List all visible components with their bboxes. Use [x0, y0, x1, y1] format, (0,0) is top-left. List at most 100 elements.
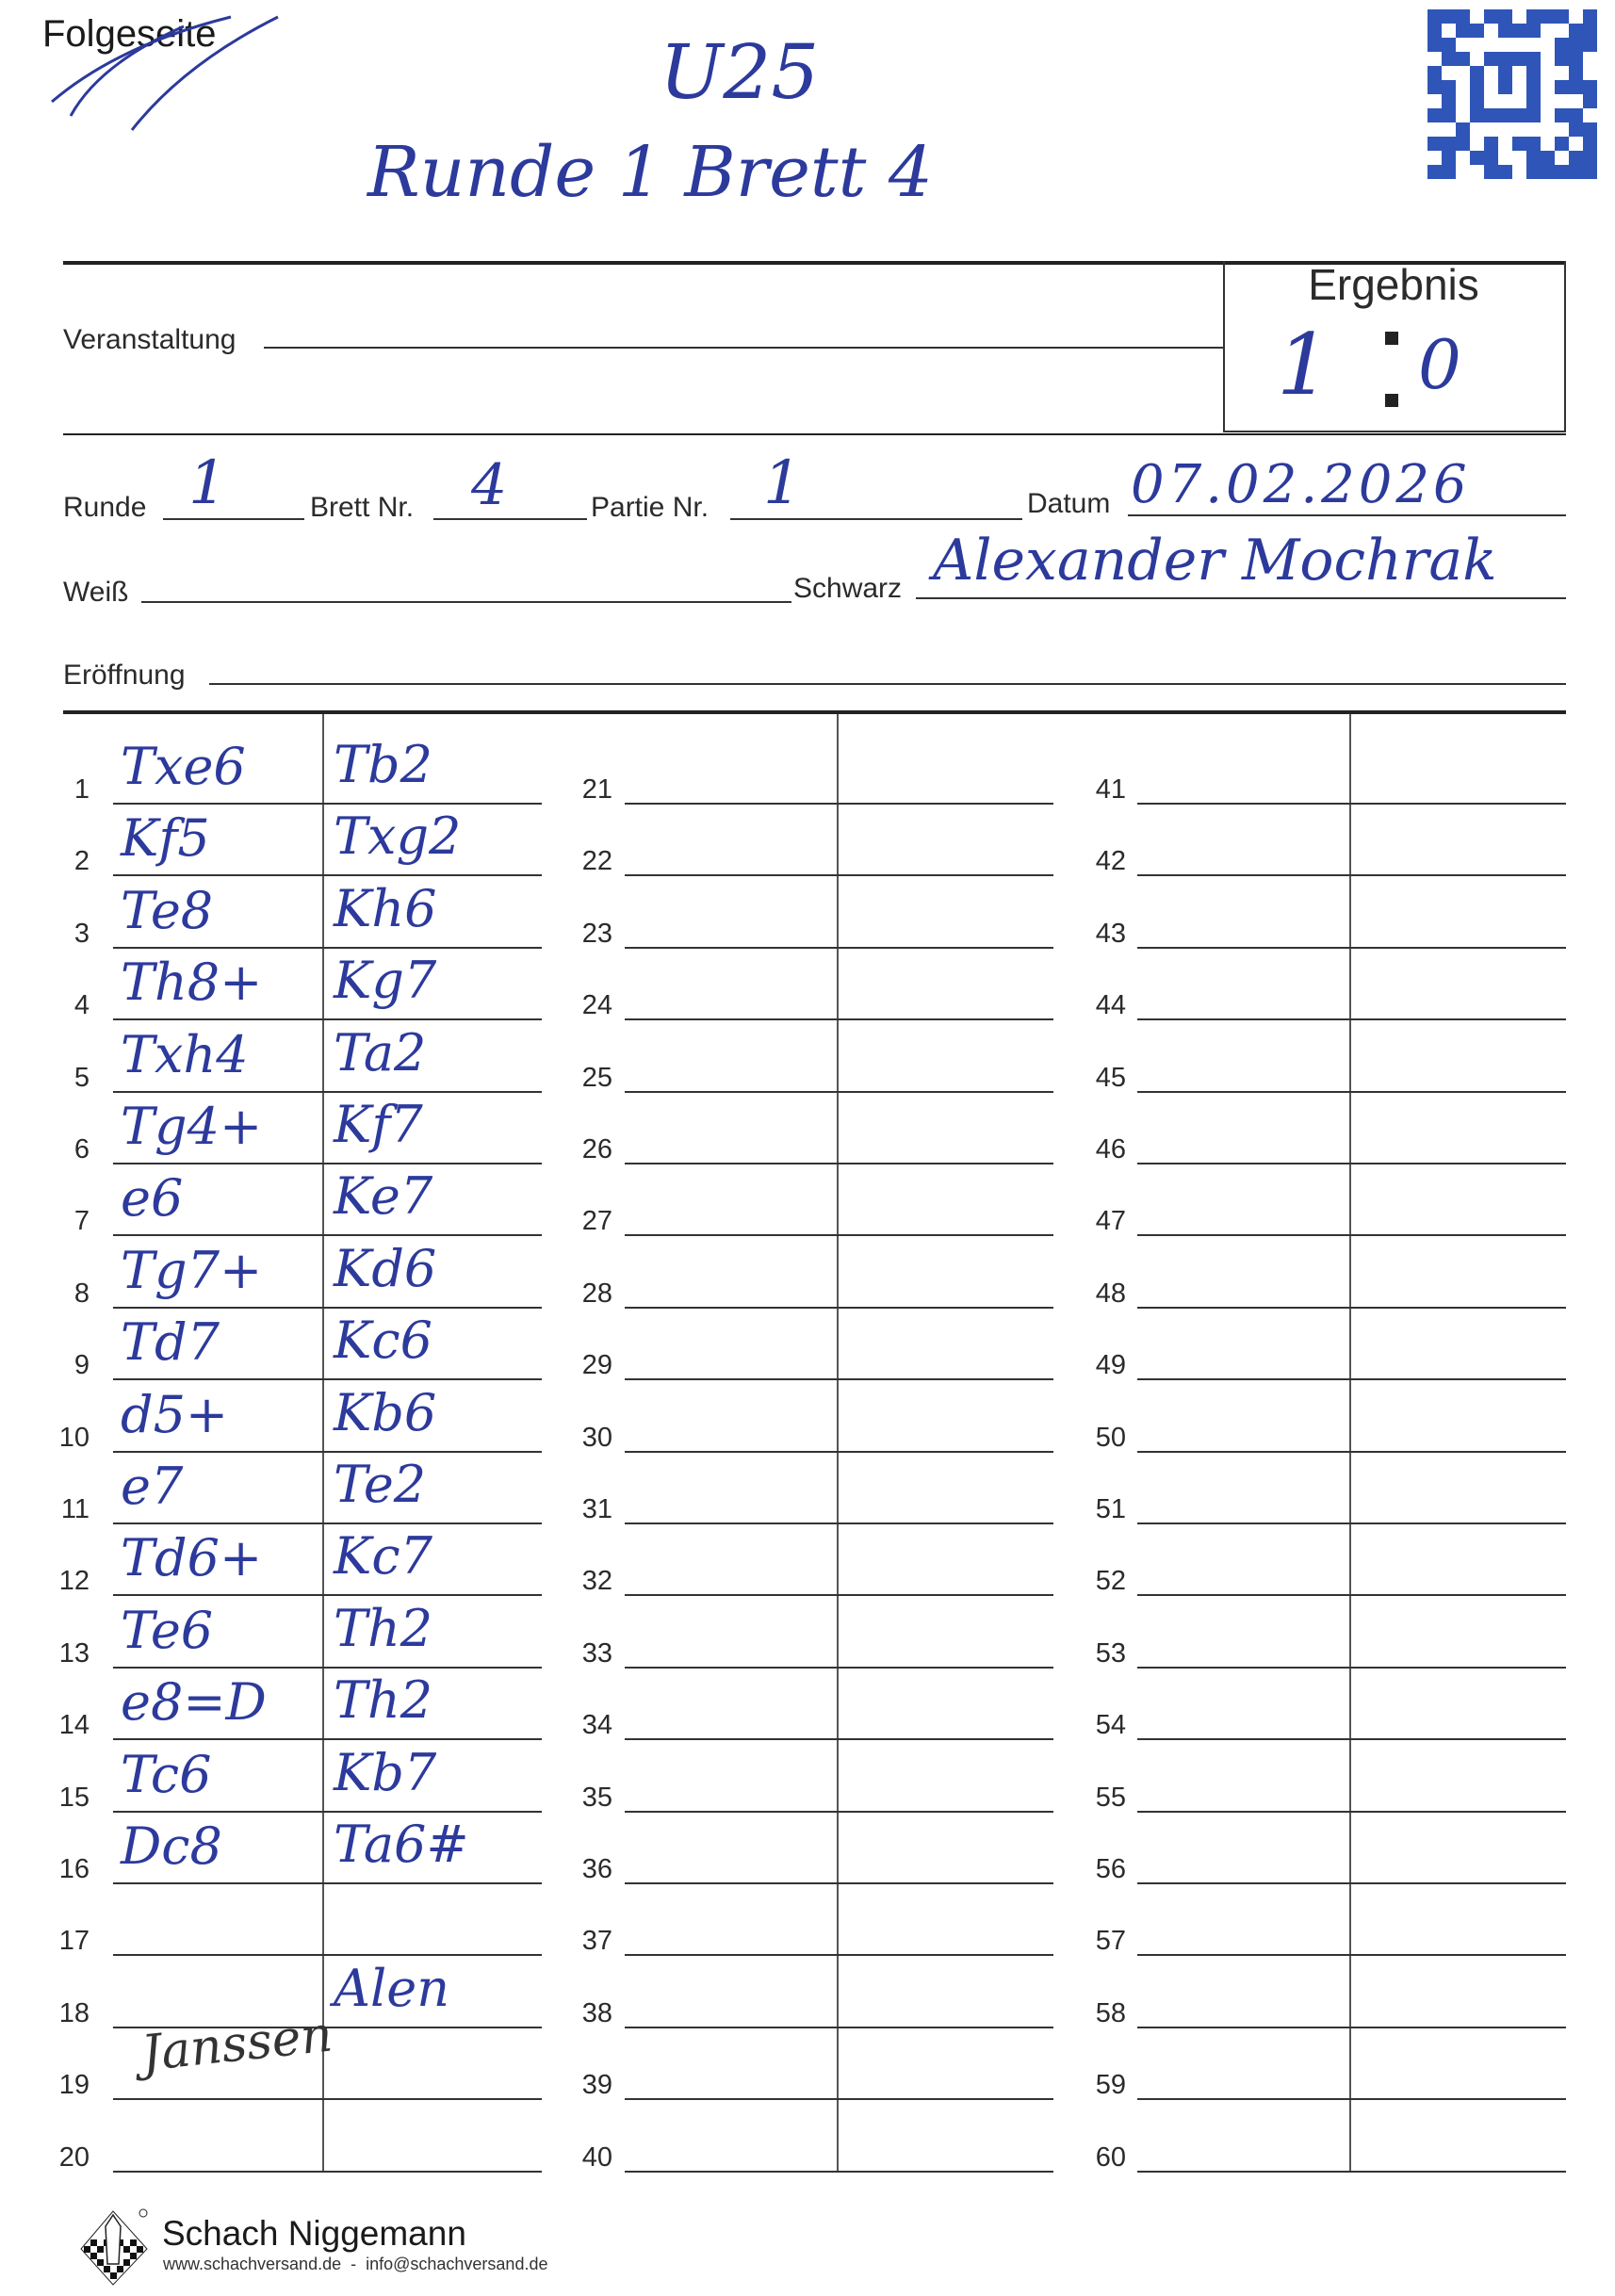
move-line[interactable] — [113, 1523, 542, 1524]
chess-king-logo-icon — [80, 2208, 148, 2286]
move-line[interactable] — [625, 2026, 1053, 2028]
move-line[interactable] — [1137, 1306, 1566, 1309]
move-line[interactable] — [1137, 1594, 1566, 1597]
qr-module — [1456, 122, 1470, 137]
date-value: 07.02.2026 — [1131, 454, 1471, 515]
move-line[interactable] — [1137, 1738, 1566, 1741]
brand-name: Schach Niggemann — [162, 2214, 466, 2253]
move-column-divider — [322, 714, 324, 2171]
move-line[interactable] — [625, 1306, 1053, 1309]
move-line[interactable] — [625, 2170, 1053, 2173]
move-number: 7 — [73, 1206, 90, 1237]
move-line[interactable] — [1137, 2026, 1566, 2028]
black-move: Ta6# — [334, 1815, 469, 1874]
round-field[interactable] — [163, 518, 304, 520]
move-line[interactable] — [113, 1163, 542, 1164]
move-line[interactable] — [1137, 2170, 1566, 2173]
move-line[interactable] — [113, 1234, 542, 1237]
move-line[interactable] — [113, 2098, 542, 2101]
move-line[interactable] — [1137, 803, 1566, 805]
white-player-field[interactable] — [141, 601, 791, 603]
opening-field[interactable] — [209, 683, 1566, 685]
white-move: Txh4 — [121, 1024, 249, 1084]
qr-module — [1583, 38, 1597, 52]
game-field[interactable] — [730, 518, 1022, 520]
black-player-field[interactable] — [916, 597, 1566, 599]
move-line[interactable] — [1137, 1882, 1566, 1884]
board-field[interactable] — [433, 518, 587, 520]
section-rule — [63, 433, 1566, 435]
move-line[interactable] — [625, 1018, 1053, 1021]
move-number: 57 — [1095, 1926, 1126, 1957]
move-line[interactable] — [113, 1594, 542, 1597]
move-line[interactable] — [113, 1090, 542, 1093]
move-line[interactable] — [625, 1810, 1053, 1813]
move-line[interactable] — [1137, 1810, 1566, 1813]
move-line[interactable] — [113, 874, 542, 877]
qr-module — [1583, 151, 1597, 165]
move-line[interactable] — [625, 1666, 1053, 1669]
date-field[interactable] — [1128, 514, 1566, 516]
move-line[interactable] — [1137, 1450, 1566, 1453]
move-line[interactable] — [1137, 946, 1566, 949]
move-line[interactable] — [1137, 1523, 1566, 1524]
move-line[interactable] — [625, 1738, 1053, 1741]
move-line[interactable] — [1137, 1666, 1566, 1669]
move-line[interactable] — [113, 1666, 542, 1669]
qr-module — [1427, 66, 1442, 80]
move-line[interactable] — [625, 803, 1053, 805]
qr-module — [1442, 9, 1456, 24]
move-line[interactable] — [1137, 1954, 1566, 1957]
move-line[interactable] — [1137, 1378, 1566, 1381]
move-line[interactable] — [113, 803, 542, 805]
black-move: Kc6 — [334, 1311, 432, 1371]
move-line[interactable] — [1137, 1090, 1566, 1093]
move-number: 5 — [73, 1062, 90, 1093]
moves-top-rule — [63, 710, 1566, 714]
black-score[interactable]: 0 — [1418, 325, 1461, 404]
qr-module — [1555, 80, 1569, 94]
move-line[interactable] — [625, 1234, 1053, 1237]
move-line[interactable] — [625, 1523, 1053, 1524]
black-label: Schwarz — [793, 573, 903, 604]
move-line[interactable] — [113, 1954, 542, 1957]
move-line[interactable] — [625, 2098, 1053, 2101]
move-line[interactable] — [625, 946, 1053, 949]
move-line[interactable] — [113, 1882, 542, 1884]
white-move: Tc6 — [121, 1744, 212, 1804]
move-line[interactable] — [625, 1378, 1053, 1381]
move-line[interactable] — [113, 1306, 542, 1309]
move-number: 13 — [58, 1637, 90, 1669]
brand-contact[interactable]: www.schachversand.de - info@schachversan… — [163, 2255, 548, 2273]
event-field[interactable] — [264, 347, 1223, 349]
white-score[interactable]: 1 — [1277, 316, 1331, 415]
move-line[interactable] — [1137, 2098, 1566, 2101]
move-line[interactable] — [625, 1090, 1053, 1093]
move-line[interactable] — [113, 2026, 542, 2028]
black-move: Th2 — [334, 1598, 433, 1658]
move-line[interactable] — [113, 946, 542, 949]
move-line[interactable] — [625, 874, 1053, 877]
qr-module — [1583, 137, 1597, 151]
move-line[interactable] — [1137, 1234, 1566, 1237]
black-move: Kc7 — [334, 1526, 432, 1587]
move-line[interactable] — [1137, 874, 1566, 877]
move-number: 51 — [1095, 1494, 1126, 1524]
move-line[interactable] — [1137, 1018, 1566, 1021]
board-value: 4 — [471, 452, 508, 518]
move-line[interactable] — [625, 1450, 1053, 1453]
move-line[interactable] — [113, 1450, 542, 1453]
white-move: Te8 — [121, 880, 214, 940]
white-move: Td6+ — [121, 1528, 263, 1588]
move-line[interactable] — [113, 1378, 542, 1381]
move-line[interactable] — [625, 1163, 1053, 1164]
move-line[interactable] — [625, 1882, 1053, 1884]
move-line[interactable] — [625, 1954, 1053, 1957]
move-line[interactable] — [1137, 1163, 1566, 1164]
move-line[interactable] — [113, 1018, 542, 1021]
move-line[interactable] — [113, 1738, 542, 1741]
move-line[interactable] — [113, 1810, 542, 1813]
move-line[interactable] — [113, 2170, 542, 2173]
qr-module — [1427, 108, 1442, 122]
move-line[interactable] — [625, 1594, 1053, 1597]
